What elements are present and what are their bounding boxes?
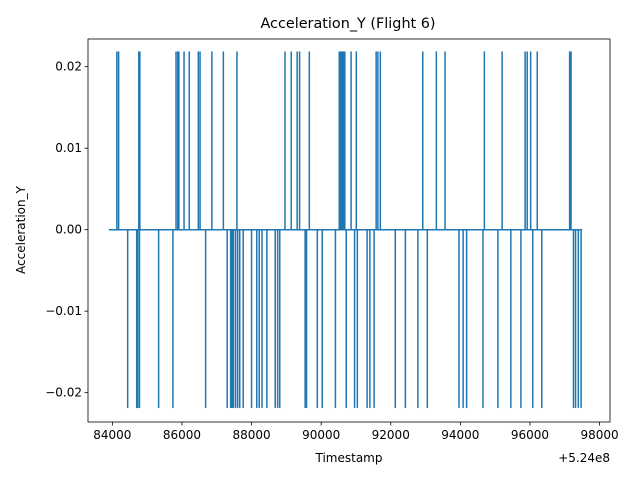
series-line — [108, 51, 583, 409]
y-tick-label: 0.02 — [55, 60, 82, 74]
x-tick-label: 90000 — [302, 428, 340, 442]
x-tick-label: 94000 — [441, 428, 479, 442]
chart-title: Acceleration_Y (Flight 6) — [260, 16, 435, 32]
x-axis-label: Timestamp — [315, 451, 383, 465]
y-axis: −0.02 −0.01 0.00 0.01 0.02 — [45, 60, 88, 400]
plot-frame — [87, 38, 611, 423]
x-axis: 84000 86000 88000 90000 92000 94000 96000 98000 — [93, 422, 619, 442]
x-tick-label: 98000 — [580, 428, 618, 442]
x-offset-label: +5.24e8 — [558, 451, 610, 465]
plot-series — [108, 51, 583, 409]
y-tick-label: 0.00 — [55, 223, 82, 237]
x-tick-label: 86000 — [163, 428, 201, 442]
y-tick-label: −0.02 — [45, 386, 82, 400]
y-tick-label: −0.01 — [45, 304, 82, 318]
x-tick-label: 92000 — [372, 428, 410, 442]
y-tick-label: 0.01 — [55, 141, 82, 155]
y-axis-label: Acceleration_Y — [14, 185, 28, 274]
x-tick-label: 96000 — [511, 428, 549, 442]
x-tick-label: 84000 — [93, 428, 131, 442]
x-tick-label: 88000 — [232, 428, 270, 442]
